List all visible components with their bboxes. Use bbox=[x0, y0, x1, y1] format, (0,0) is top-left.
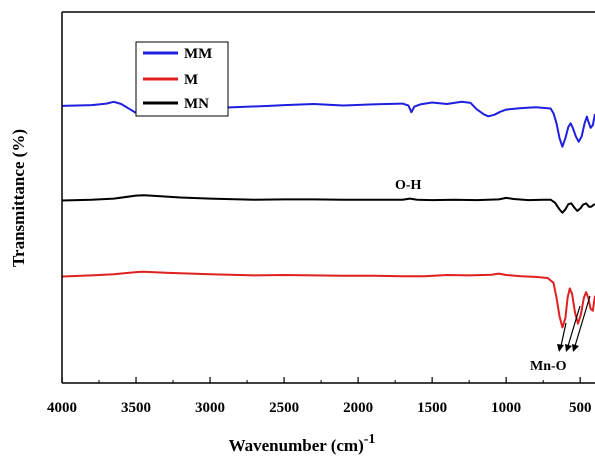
arrow-line-1 bbox=[560, 322, 567, 347]
x-tick-label-3500: 3500 bbox=[121, 400, 151, 416]
x-tick-label-2500: 2500 bbox=[269, 400, 299, 416]
legend-label-mn: MN bbox=[184, 96, 209, 112]
legend-label-mm: MM bbox=[184, 46, 212, 62]
x-tick-label-4000: 4000 bbox=[47, 400, 77, 416]
x-tick-label-3000: 3000 bbox=[195, 400, 225, 416]
mn-o-arrows bbox=[557, 295, 591, 352]
arrow-line-2 bbox=[567, 305, 581, 347]
legend-label-m: M bbox=[184, 72, 198, 88]
x-tick-label-1500: 1500 bbox=[417, 400, 447, 416]
x-tick-label-1000: 1000 bbox=[491, 400, 521, 416]
arrow-head-2 bbox=[565, 344, 572, 352]
x-axis-label-main: Wavenumber (cm) bbox=[229, 436, 364, 455]
legend: MM M MN bbox=[135, 41, 229, 117]
annotation-mn-o: Mn-O bbox=[530, 359, 567, 374]
series-line-m bbox=[61, 270, 595, 329]
x-tick-label-2000: 2000 bbox=[343, 400, 373, 416]
x-axis-ticks: 4000 3500 3000 2500 2000 1500 1000 500 bbox=[47, 377, 591, 416]
arrow-head-3 bbox=[572, 344, 579, 352]
x-axis-label-superscript: -1 bbox=[364, 432, 376, 447]
y-axis-label: Transmittance (%) bbox=[9, 129, 28, 267]
arrow-line-3 bbox=[574, 295, 591, 347]
x-axis-label: Wavenumber (cm)-1 bbox=[229, 432, 376, 455]
series-layer bbox=[61, 100, 595, 329]
arrow-head-1 bbox=[557, 344, 564, 352]
annotation-oh: O-H bbox=[395, 178, 422, 193]
series-line-mn bbox=[61, 194, 595, 214]
x-tick-label-500: 500 bbox=[569, 400, 592, 416]
